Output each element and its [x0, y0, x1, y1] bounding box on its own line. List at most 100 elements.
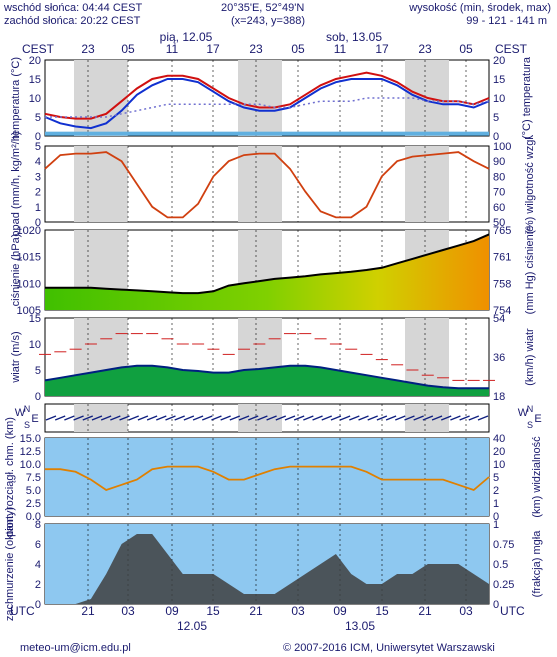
sunset-text: zachód słońca: 20:22 CEST	[4, 15, 141, 27]
tick-label-right: 5	[493, 472, 499, 484]
bottom-tick-label: 09	[165, 604, 179, 618]
top-tick-label: 23	[81, 42, 95, 56]
tick-label-left: 15	[29, 313, 41, 325]
tick-label-left: 0	[35, 391, 41, 403]
top-tick-label: 11	[334, 42, 347, 56]
bottom-tick-label: 09	[333, 604, 347, 618]
tick-label-left: 0	[35, 599, 41, 611]
tick-label-left: 1005	[17, 305, 41, 317]
wind-arrow	[339, 415, 351, 421]
tick-label-left: 1015	[17, 252, 41, 264]
axis-title-left: opad (mm/h, kg/m²/h)	[10, 131, 22, 236]
wind-arrow	[137, 415, 149, 421]
axis-title-right: (mm Hg) ciśnienie	[524, 226, 536, 315]
night-band	[405, 146, 449, 222]
night-band	[74, 146, 128, 222]
wind-arrow	[110, 415, 121, 421]
wind-arrow	[238, 415, 250, 421]
tick-label-left: 5	[35, 365, 41, 377]
wind-arrow	[220, 415, 231, 421]
bottom-tick-label: 21	[418, 604, 432, 618]
wind-arrow	[91, 415, 103, 421]
axis-title-right: (frakcja) mgła	[531, 530, 543, 598]
wind-arrow	[266, 415, 277, 421]
wind-arrow	[54, 415, 66, 421]
footer-email[interactable]: meteo-um@icm.edu.pl	[20, 642, 131, 654]
bottom-day-label: 13.05	[345, 619, 375, 633]
axis-title-left: pion. rozciągł. chm. (km)	[4, 417, 16, 537]
tick-label-right: 90	[493, 156, 505, 168]
top-tick-label: 05	[291, 42, 305, 56]
bottom-day-label: 12.05	[177, 619, 207, 633]
tick-label-left: 5.0	[26, 485, 41, 497]
bottom-tick-label: 03	[121, 604, 135, 618]
top-tick-label: 23	[418, 42, 432, 56]
wind-arrow	[385, 415, 397, 421]
wind-arrow	[321, 415, 333, 421]
wind-arrow	[229, 415, 241, 421]
tick-label-left: 1	[35, 202, 41, 214]
wind-dir-s: S	[24, 420, 30, 430]
wind-arrow	[284, 415, 296, 421]
tick-label-left: 4	[35, 559, 41, 571]
tick-label-left: 20	[29, 55, 41, 67]
wind-dir-n: N	[24, 404, 31, 414]
wind-arrow	[275, 415, 287, 421]
top-day-label: pią, 12.05	[160, 30, 213, 44]
tick-label-left: 15.0	[20, 433, 41, 445]
tick-label-left: 6	[35, 539, 41, 551]
wind-arrow	[247, 415, 259, 421]
wind-arrow	[312, 415, 323, 421]
bottom-tick-label: 15	[206, 604, 220, 618]
tick-label-left: 0.0	[26, 511, 41, 523]
tick-label-right: 0.25	[493, 579, 514, 591]
tick-label-right: 10	[493, 459, 505, 471]
wind-arrow	[293, 415, 305, 421]
tick-label-right: 1	[493, 519, 499, 531]
tick-label-left: 8	[35, 519, 41, 531]
tick-label-left: 1010	[17, 278, 41, 290]
tick-label-right: 10	[493, 93, 505, 105]
tick-label-right: 761	[493, 252, 511, 264]
night-band	[238, 60, 282, 136]
visibility-line	[45, 465, 490, 492]
tick-label-right: 100	[493, 141, 511, 153]
wind-arrow	[459, 415, 470, 421]
tick-label-right: 0.5	[493, 559, 508, 571]
wind-arrow	[174, 415, 185, 421]
tick-label-left: 0	[35, 131, 41, 143]
top-axis-label-left: CEST	[22, 42, 55, 56]
wind-arrow	[395, 415, 406, 421]
wind-arrow	[422, 415, 434, 421]
tick-label-right: 5	[493, 112, 499, 124]
pressure-line	[45, 233, 490, 295]
wind-area	[45, 365, 489, 396]
tick-label-right: 1	[493, 498, 499, 510]
tick-label-left: 2	[35, 187, 41, 199]
night-band	[74, 404, 128, 432]
tick-label-left: 5	[35, 141, 41, 153]
tick-label-left: 10	[29, 93, 41, 105]
tick-label-right: 36	[493, 352, 505, 364]
wind-arrow	[183, 415, 195, 421]
tick-label-left: 2	[35, 579, 41, 591]
tick-label-left: 2.5	[26, 498, 41, 510]
wind-arrow	[45, 415, 57, 421]
axis-title-left: wiatr (m/s)	[10, 331, 22, 383]
tick-label-right: 2	[493, 485, 499, 497]
tick-label-right: 0	[493, 131, 499, 143]
wind-arrow	[100, 415, 112, 421]
wind-arrow	[404, 415, 415, 421]
wind-line	[44, 364, 489, 390]
wind-arrow	[82, 415, 94, 421]
wind-dir-e: E	[31, 413, 38, 425]
tick-label-right: 18	[493, 391, 505, 403]
bottom-axis-label-right: UTC	[500, 604, 525, 618]
wind-arrow	[257, 415, 268, 421]
wind-arrow	[73, 415, 84, 421]
wind-dir-s-right: S	[527, 420, 533, 430]
tick-label-right: 758	[493, 278, 511, 290]
wind-arrow	[468, 415, 480, 421]
grid-coords-text: (x=243, y=388)	[231, 15, 305, 27]
coordinates-text: 20°35'E, 52°49'N	[221, 2, 305, 14]
